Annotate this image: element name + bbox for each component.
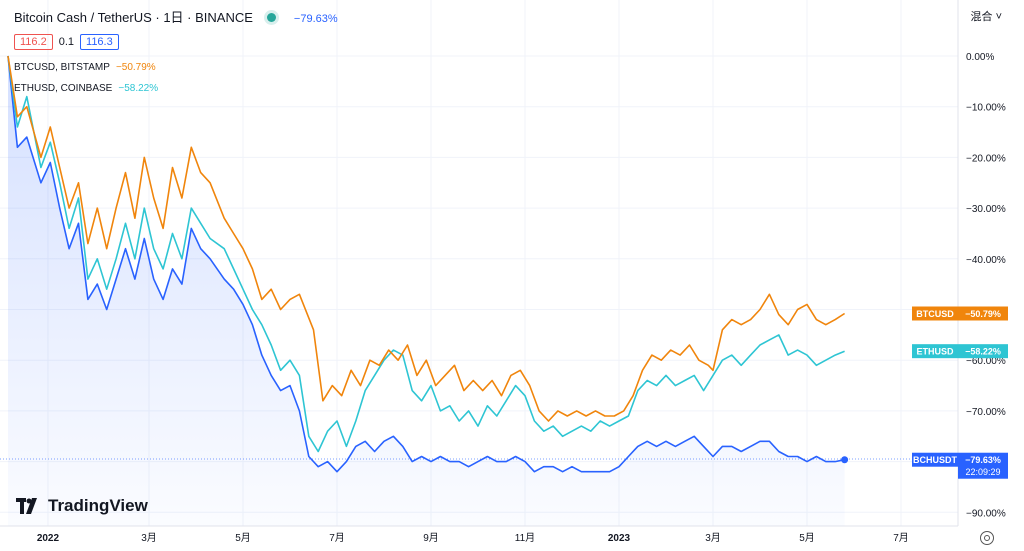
series-value-badge	[958, 344, 1008, 359]
time-axis: 2022 3月 5月 7月 9月 11月 2023 3月 5月 7月	[37, 532, 909, 544]
tradingview-logo-icon	[16, 498, 37, 514]
compare-legend-btc[interactable]: BTCUSD, BITSTAMP −50.79%	[14, 62, 156, 73]
compare-value: −58.22%	[118, 83, 159, 94]
series-name-text: BCHUSDT	[913, 455, 958, 465]
compare-label: ETHUSD, COINBASE	[14, 83, 113, 94]
series-name-text: BTCUSD	[916, 309, 954, 319]
y-tick-label: −10.00%	[966, 103, 1006, 114]
tradingview-logo: TradingView	[16, 496, 148, 516]
y-tick-label: −30.00%	[966, 204, 1006, 215]
series-value-badge	[958, 306, 1008, 321]
x-tick-label: 2023	[608, 533, 631, 544]
x-tick-label: 5月	[799, 532, 815, 544]
y-tick-label: −40.00%	[966, 255, 1006, 266]
price-badges: BTCUSD −50.79% ETHUSD −58.22% BCHUSDT −79.63%…	[912, 306, 1008, 479]
x-tick-label: 5月	[235, 532, 251, 544]
gear-icon[interactable]	[980, 531, 994, 545]
x-tick-label: 3月	[141, 532, 157, 544]
x-tick-label: 11月	[515, 532, 535, 544]
y-tick-label: −70.00%	[966, 407, 1006, 418]
series-line-bchusdt	[7, 55, 845, 473]
series-line-ethusd	[7, 55, 845, 453]
area-fill-bchusdt	[8, 56, 845, 526]
x-tick-label: 7月	[329, 532, 345, 544]
spread-value: 0.1	[58, 36, 75, 48]
x-tick-label: 2022	[37, 533, 60, 544]
series-value-text: −58.22%	[965, 347, 1001, 357]
x-tick-label: 3月	[705, 532, 721, 544]
symbol-title[interactable]: Bitcoin Cash / TetherUS · 1日 · BINANCE	[14, 10, 253, 25]
countdown-text: 22:09:29	[965, 467, 1000, 477]
series-value-text: −79.63%	[965, 455, 1001, 465]
sell-price-box[interactable]: 116.2	[14, 34, 53, 50]
series-line-btcusd	[7, 55, 846, 422]
price-axis: 0.00%−10.00%−20.00%−30.00%−40.00%−50.00%…	[966, 52, 1006, 519]
compare-value: −50.79%	[115, 62, 156, 73]
series-name-text: ETHUSD	[916, 347, 954, 357]
series-name-badge	[912, 452, 958, 467]
series-value-text: −50.79%	[965, 309, 1001, 319]
header-change: −79.63%	[293, 13, 338, 25]
y-tick-label: 0.00%	[966, 52, 994, 63]
last-price-dot	[841, 456, 849, 464]
y-tick-label: −90.00%	[966, 508, 1006, 519]
ohl-values: 116.2 0.1 116.3	[14, 34, 119, 50]
compare-label: BTCUSD, BITSTAMP	[14, 62, 110, 73]
scale-mode-dropdown[interactable]: 混合 ˅	[971, 8, 1003, 24]
x-tick-label: 9月	[423, 532, 439, 544]
series-value-badge	[958, 452, 1008, 479]
logo-text: TradingView	[48, 496, 148, 515]
y-tick-label: −60.00%	[966, 356, 1006, 367]
compare-legend-eth[interactable]: ETHUSD, COINBASE −58.22%	[14, 83, 158, 94]
chevron-down-icon: ˅	[995, 11, 1002, 23]
series-name-badge	[912, 344, 958, 359]
y-tick-label: −20.00%	[966, 153, 1006, 164]
chart-header: Bitcoin Cash / TetherUS · 1日 · BINANCE −7…	[14, 7, 338, 26]
buy-price-box[interactable]: 116.3	[80, 34, 119, 50]
scale-mode-label: 混合	[970, 11, 993, 23]
x-tick-label: 7月	[893, 532, 909, 544]
series-name-badge	[912, 306, 958, 321]
market-status-icon	[266, 13, 276, 22]
